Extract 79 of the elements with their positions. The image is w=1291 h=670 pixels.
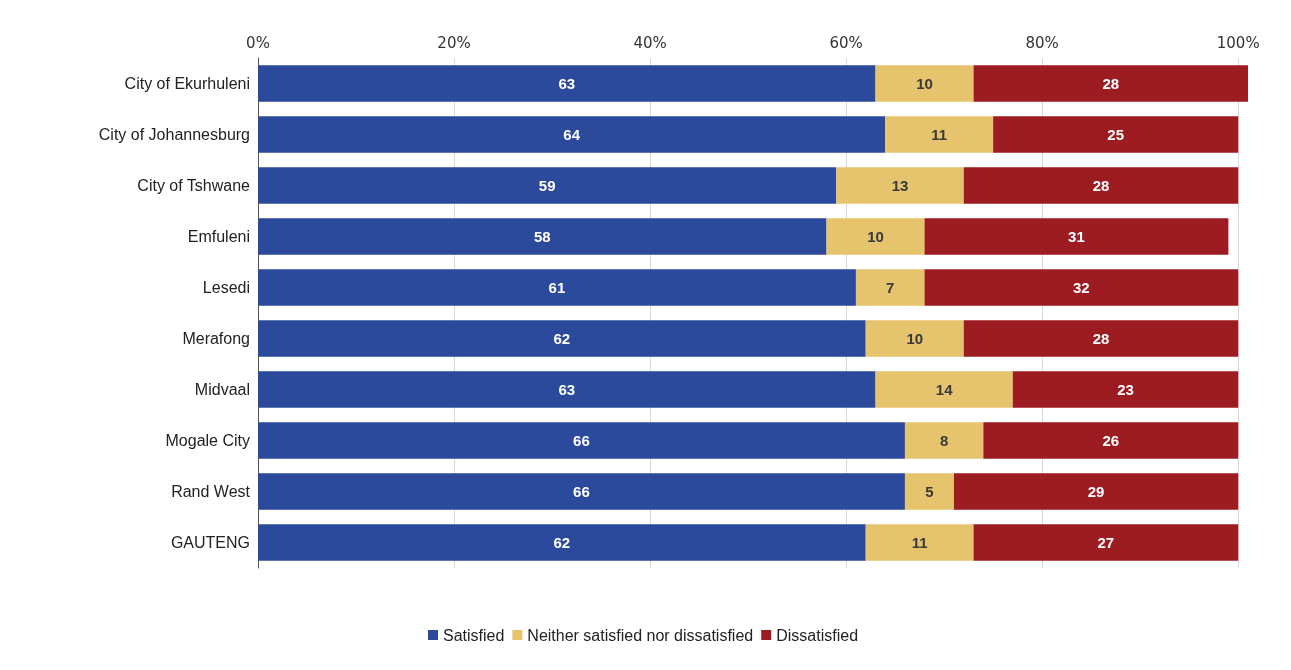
legend-label: Neither satisfied nor dissatisfied xyxy=(527,626,754,644)
data-label: 14 xyxy=(935,381,954,398)
data-label: 5 xyxy=(925,483,934,500)
data-label: 66 xyxy=(573,432,590,449)
data-label: 10 xyxy=(906,330,924,347)
x-tick-label: 20% xyxy=(437,33,471,52)
bar xyxy=(258,167,837,204)
bar xyxy=(258,371,876,408)
y-tick-label: Mogale City xyxy=(165,432,250,449)
bar xyxy=(885,116,994,153)
x-tick-label: 80% xyxy=(1025,33,1059,52)
bar xyxy=(1012,371,1239,408)
bar xyxy=(973,65,1248,102)
x-tick-label: 0% xyxy=(246,33,270,52)
bar xyxy=(865,524,974,561)
data-label: 61 xyxy=(548,279,566,296)
x-tick-label: 60% xyxy=(829,33,863,52)
bar xyxy=(826,218,925,255)
bar xyxy=(993,116,1239,153)
data-label: 63 xyxy=(558,75,576,92)
data-label: 32 xyxy=(1073,279,1090,296)
data-label: 66 xyxy=(573,483,590,500)
bar xyxy=(963,320,1239,357)
bar xyxy=(258,320,866,357)
data-label: 7 xyxy=(886,279,895,296)
bar xyxy=(258,473,905,510)
bar xyxy=(973,524,1239,561)
bar xyxy=(855,269,925,306)
data-label: 28 xyxy=(1092,330,1110,347)
x-tick-label: 40% xyxy=(633,33,667,52)
bar xyxy=(924,269,1239,306)
legend-label: Satisfied xyxy=(442,626,505,644)
bar xyxy=(258,269,856,306)
bar xyxy=(258,116,886,153)
data-label: 31 xyxy=(1068,228,1085,245)
bar xyxy=(258,65,876,102)
bar xyxy=(963,167,1239,204)
data-label: 29 xyxy=(1087,483,1105,500)
y-tick-label: Merafong xyxy=(182,330,250,347)
data-label: 23 xyxy=(1117,381,1134,398)
bar xyxy=(875,65,974,102)
data-label: 8 xyxy=(939,432,949,449)
y-tick-label: Rand West xyxy=(171,483,251,500)
data-label: 27 xyxy=(1097,534,1115,551)
bar xyxy=(904,473,954,510)
y-tick-label: City of Johannesburg xyxy=(98,126,250,143)
y-tick-label: City of Tshwane xyxy=(137,177,251,194)
data-label: 10 xyxy=(867,228,884,245)
legend-label: Dissatisfied xyxy=(776,626,859,644)
y-tick-label: Emfuleni xyxy=(187,228,250,245)
y-tick-label: Midvaal xyxy=(194,381,250,398)
x-tick-label: 100% xyxy=(1216,33,1260,52)
data-label: 63 xyxy=(558,381,576,398)
data-label: 13 xyxy=(891,177,909,194)
data-label: 58 xyxy=(533,228,551,245)
y-tick-label: City of Ekurhuleni xyxy=(124,75,250,92)
data-label: 28 xyxy=(1102,75,1120,92)
bar xyxy=(875,371,1013,408)
bar xyxy=(258,218,827,255)
data-label: 62 xyxy=(553,330,571,347)
data-label: 26 xyxy=(1102,432,1120,449)
y-tick-label: Lesedi xyxy=(202,279,250,296)
data-label: 11 xyxy=(931,126,948,143)
bar xyxy=(836,167,964,204)
bar xyxy=(953,473,1239,510)
bar xyxy=(258,422,905,459)
data-label: 11 xyxy=(911,534,928,551)
bar xyxy=(258,524,866,561)
data-label: 62 xyxy=(553,534,571,551)
bar xyxy=(924,218,1229,255)
bar xyxy=(904,422,984,459)
y-tick-label: GAUTENG xyxy=(170,534,250,551)
data-label: 25 xyxy=(1107,126,1125,143)
data-label: 59 xyxy=(538,177,556,194)
data-label: 64 xyxy=(563,126,581,143)
data-label: 10 xyxy=(916,75,933,92)
data-label: 28 xyxy=(1092,177,1110,194)
bar xyxy=(865,320,964,357)
bar xyxy=(983,422,1239,459)
